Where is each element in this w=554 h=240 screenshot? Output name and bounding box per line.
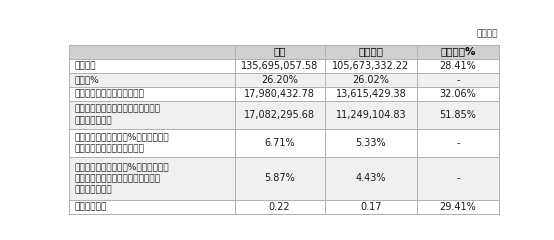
Text: 毛利率%: 毛利率% <box>74 75 99 84</box>
Text: 5.33%: 5.33% <box>356 138 386 148</box>
Text: 增减比例%: 增减比例% <box>440 47 475 57</box>
Bar <box>69 87 499 101</box>
Bar <box>69 44 499 59</box>
Text: 28.41%: 28.41% <box>439 61 476 71</box>
Text: 0.17: 0.17 <box>360 202 382 211</box>
Text: 上年同期: 上年同期 <box>358 47 383 57</box>
Text: 17,980,432.78: 17,980,432.78 <box>244 89 315 99</box>
Text: 加权平均净资产收益率%（依据归属于
挂牌公司股东的净利润计算）: 加权平均净资产收益率%（依据归属于 挂牌公司股东的净利润计算） <box>74 133 169 154</box>
Bar <box>69 59 499 73</box>
Text: 本期: 本期 <box>273 47 286 57</box>
Text: -: - <box>456 75 460 85</box>
Text: 归属于挂牌公司股东的净利润: 归属于挂牌公司股东的净利润 <box>74 89 144 98</box>
Text: 135,695,057.58: 135,695,057.58 <box>241 61 318 71</box>
Text: 26.02%: 26.02% <box>352 75 389 85</box>
Text: 归属于挂牌公司股东的扣除非经常性
损益后的净利润: 归属于挂牌公司股东的扣除非经常性 损益后的净利润 <box>74 105 161 125</box>
Text: 加权平均净资产收益率%（依据归属于
挂牌公司股东的扣除非经常性损益后
的净利润计算）: 加权平均净资产收益率%（依据归属于 挂牌公司股东的扣除非经常性损益后 的净利润计… <box>74 162 169 195</box>
Text: 11,249,104.83: 11,249,104.83 <box>336 110 406 120</box>
Text: 6.71%: 6.71% <box>264 138 295 148</box>
Bar <box>69 157 499 199</box>
Text: 4.43%: 4.43% <box>356 173 386 183</box>
Text: 单位：元: 单位：元 <box>476 30 497 39</box>
Text: 26.20%: 26.20% <box>261 75 298 85</box>
Text: 32.06%: 32.06% <box>439 89 476 99</box>
Bar <box>69 199 499 214</box>
Text: 17,082,295.68: 17,082,295.68 <box>244 110 315 120</box>
Text: 营业收入: 营业收入 <box>74 61 96 70</box>
Text: 105,673,332.22: 105,673,332.22 <box>332 61 409 71</box>
Bar <box>69 101 499 129</box>
Text: 0.22: 0.22 <box>269 202 290 211</box>
Text: -: - <box>456 138 460 148</box>
Text: 5.87%: 5.87% <box>264 173 295 183</box>
Text: 13,615,429.38: 13,615,429.38 <box>336 89 406 99</box>
Bar <box>69 73 499 87</box>
Text: 29.41%: 29.41% <box>439 202 476 211</box>
Text: 51.85%: 51.85% <box>439 110 476 120</box>
Bar <box>69 129 499 157</box>
Text: 基本每股收益: 基本每股收益 <box>74 202 107 211</box>
Text: -: - <box>456 173 460 183</box>
